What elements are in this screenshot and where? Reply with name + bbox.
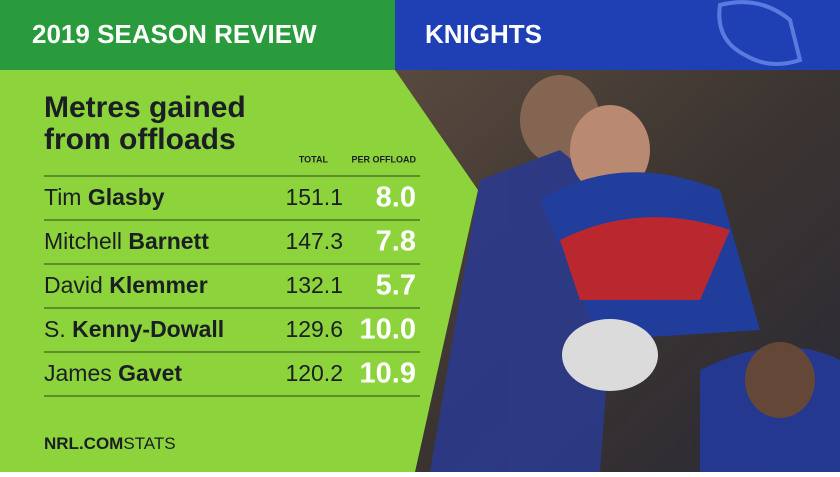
header-left-bar: [0, 0, 395, 70]
header-right-bar: [395, 0, 840, 70]
table-rows: Tim Glasby 151.1 8.0 Mitchell Barnett 147.3 7…: [44, 175, 420, 397]
last-name: Kenny-Dowall: [72, 316, 224, 342]
last-name: Barnett: [128, 228, 209, 254]
total: 132.1: [285, 272, 343, 298]
footer-brand: NRL.COM: [44, 434, 123, 453]
first-name: Tim: [44, 184, 81, 210]
last-name: Klemmer: [109, 272, 207, 298]
per-offload: 5.7: [376, 270, 416, 302]
header-right: KNIGHTS: [425, 19, 542, 49]
player-name: David Klemmer: [44, 272, 208, 298]
per-offload: 10.9: [360, 358, 416, 390]
total: 151.1: [285, 184, 343, 210]
first-name: David: [44, 272, 103, 298]
last-name: Gavet: [118, 360, 182, 386]
per-offload: 8.0: [376, 182, 416, 214]
player-name: Tim Glasby: [44, 184, 165, 210]
first-name: Mitchell: [44, 228, 122, 254]
photo-figures: [430, 75, 840, 472]
last-name: Glasby: [88, 184, 165, 210]
header-left: 2019 SEASON REVIEW: [32, 19, 317, 49]
footer: NRL.COMSTATS: [44, 434, 176, 453]
table-title: from offloads: [44, 123, 236, 156]
first-name: S.: [44, 316, 66, 342]
first-name: James: [44, 360, 112, 386]
player-name: S. Kenny-Dowall: [44, 316, 224, 342]
total: 147.3: [285, 228, 343, 254]
per-offload: 10.0: [360, 314, 416, 346]
footer-suffix: STATS: [123, 434, 175, 453]
total: 120.2: [285, 360, 343, 386]
panel: [0, 70, 478, 472]
total: 129.6: [285, 316, 343, 342]
logo: [717, 0, 803, 66]
per-offload: 7.8: [376, 226, 416, 258]
column-header: PER OFFLOAD: [352, 154, 417, 164]
player-name: Mitchell Barnett: [44, 228, 209, 254]
column-header: TOTAL: [299, 154, 329, 164]
player-name: James Gavet: [44, 360, 182, 386]
table-title: Metres gained: [44, 91, 246, 124]
